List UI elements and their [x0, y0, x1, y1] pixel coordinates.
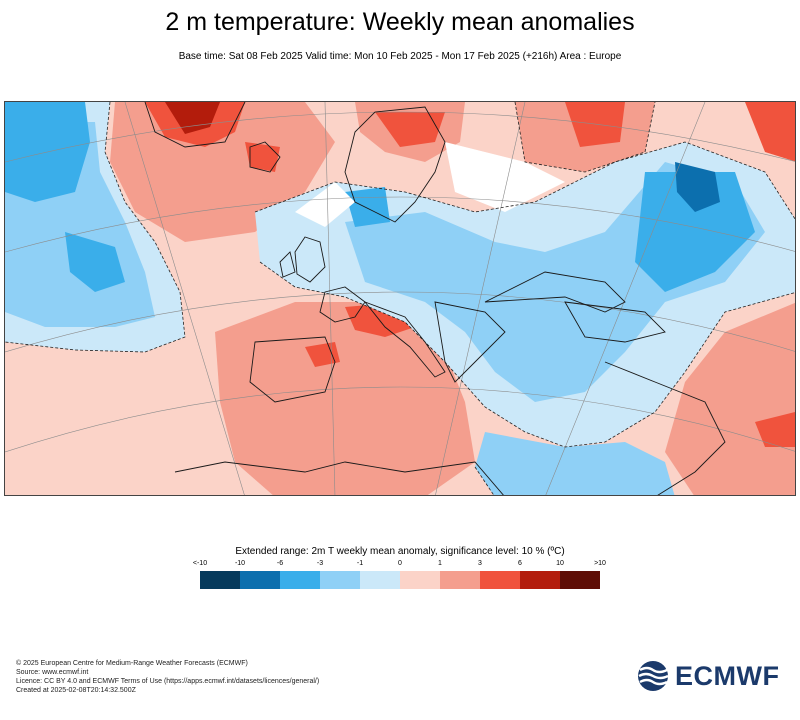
legend-tick: 3	[478, 560, 482, 567]
page-title: 2 m temperature: Weekly mean anomalies	[165, 8, 635, 36]
legend-tick: 1	[438, 560, 442, 567]
significance-contours	[5, 102, 795, 495]
southeast-warm-spot	[755, 412, 795, 447]
ecmwf-logo-text: ECMWF	[675, 660, 780, 691]
legend-swatch	[480, 571, 520, 589]
southeast-warm-zone	[665, 302, 795, 495]
anomaly-map	[4, 101, 796, 496]
neutral-gap-east	[445, 142, 565, 212]
greenland-deep-warm-zone	[165, 102, 220, 134]
ecmwf-logo-icon	[638, 661, 669, 691]
ecmwf-logo: ECMWF	[637, 660, 787, 692]
footer-licence: Licence: CC BY 4.0 and ECMWF Terms of Us…	[16, 678, 320, 685]
coastlines	[144, 102, 726, 495]
legend-tick: 0	[398, 560, 402, 567]
legend-title: Extended range: 2m T weekly mean anomaly…	[235, 546, 565, 557]
map-canvas	[5, 102, 795, 495]
legend-tick: 10	[556, 560, 564, 567]
legend-swatch	[440, 571, 480, 589]
legend-swatch	[360, 571, 400, 589]
legend-tick: >10	[594, 560, 606, 567]
legend-swatch	[200, 571, 240, 589]
legend-tick: <-10	[192, 560, 208, 567]
legend-swatch	[280, 571, 320, 589]
legend-tick: 6	[518, 560, 522, 567]
graticule	[5, 102, 795, 495]
scandinavia-strong-warm	[375, 112, 445, 147]
far-north-warm-spot	[745, 102, 795, 162]
legend-tick: -1	[356, 560, 364, 567]
page-subtitle: Base time: Sat 08 Feb 2025 Valid time: M…	[178, 51, 622, 62]
russia-cold-zone	[635, 172, 755, 292]
legend-colorbar	[200, 571, 600, 589]
footer-copyright: © 2025 European Centre for Medium-Range …	[16, 660, 248, 667]
footer-source: Source: www.ecmwf.int	[16, 669, 89, 676]
footer-credits: © 2025 European Centre for Medium-Range …	[16, 659, 319, 695]
iceland-warm-spot	[245, 142, 280, 172]
footer-created: Created at 2025-02-08T20:14:32.500Z	[16, 687, 136, 694]
legend-swatch	[240, 571, 280, 589]
legend-tick: -3	[316, 560, 324, 567]
north-russia-strong-warm	[565, 102, 625, 147]
legend-swatch	[560, 571, 600, 589]
atlantic-cold-spot	[65, 232, 125, 292]
legend-swatch	[520, 571, 560, 589]
mediterranean-warm-zone	[215, 302, 475, 495]
neutral-gap	[295, 182, 355, 227]
legend-swatch	[400, 571, 440, 589]
south-cold-zone	[475, 432, 675, 495]
legend-tick: -6	[276, 560, 284, 567]
russia-deep-cold-spot	[675, 162, 720, 212]
legend-swatch	[320, 571, 360, 589]
legend-tick: -10	[234, 560, 246, 567]
